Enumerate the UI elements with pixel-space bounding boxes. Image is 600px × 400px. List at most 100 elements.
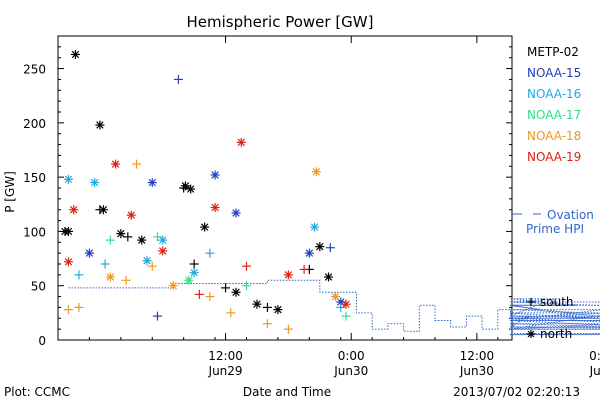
data-point-metp-02-north [324,272,334,282]
data-point-noaa-17-south [242,281,251,291]
ovation-line [68,279,600,336]
legend-item-noaa-16: NOAA-16 [527,87,581,101]
data-point-noaa-19-south [242,261,251,271]
x-tick-date-label: Jun30 [459,364,494,378]
data-point-metp-02-south [262,302,272,312]
data-point-metp-02-north [116,229,126,239]
satellite-points [60,49,351,334]
data-point-noaa-19-north [69,205,79,215]
x-tick-label: 12:00 [208,349,243,363]
data-point-noaa-19-south [299,264,309,274]
data-point-noaa-18-south [63,305,73,315]
data-point-metp-02-north [273,305,283,315]
data-point-noaa-19-north [236,137,246,147]
symbol-legend-south [527,298,535,306]
data-point-noaa-15-north [84,248,94,258]
data-point-noaa-19-north [111,159,121,169]
data-point-noaa-15-north [210,170,220,180]
data-point-noaa-18-south [121,275,131,285]
data-point-noaa-15-north [304,248,314,258]
data-point-metp-02-north [95,120,105,130]
legend-item-noaa-19: NOAA-19 [527,150,581,164]
y-tick-label: 0 [38,334,46,348]
legend-item-noaa-17: NOAA-17 [527,108,581,122]
data-point-noaa-15-north [147,178,157,188]
y-tick-label: 50 [31,280,46,294]
chart-title: Hemispheric Power [GW] [187,13,374,31]
data-point-noaa-19-north [341,299,351,309]
data-point-noaa-18-south [283,324,293,334]
legend-item-noaa-15: NOAA-15 [527,66,581,80]
y-tick-label: 250 [23,63,46,77]
y-tick-label: 150 [23,171,46,185]
x-tick-date-label: Jul 1 [589,364,600,378]
data-point-metp-02-north [231,287,241,297]
y-tick-label: 200 [23,117,46,131]
ovation-series [68,279,600,336]
data-point-noaa-15-north [231,208,241,218]
data-point-metp-02-north [137,235,147,245]
x-tick-label: 0:00 [338,349,365,363]
data-point-metp-02-north [186,184,196,194]
data-point-metp-02-south [189,259,199,269]
data-point-noaa-18-north [168,281,178,291]
data-point-noaa-17-south [105,235,115,245]
x-axis-label: Date and Time [243,385,331,399]
data-point-noaa-18-south [147,261,157,271]
x-tick-date-label: Jun30 [333,364,368,378]
data-point-noaa-15-south [152,311,162,321]
footer-timestamp: 2013/07/02 02:20:13 [453,385,580,399]
data-point-noaa-16-north [90,178,100,188]
x-tick-label: 12:00 [460,349,495,363]
data-point-noaa-18-south [226,308,236,318]
data-point-noaa-15-south [325,243,335,253]
ovation-legend-label: Ovation [547,208,594,222]
data-point-metp-02-north [70,49,80,59]
data-point-metp-02-north [315,242,325,252]
data-point-noaa-19-north [126,210,136,220]
data-point-metp-02-south [95,205,105,215]
data-point-noaa-16-south [100,259,110,269]
data-point-noaa-19-north [63,257,73,267]
data-point-noaa-16-north [142,256,152,266]
y-axis-label: P [GW] [3,171,17,213]
data-point-noaa-18-south [205,292,215,302]
legend-item-noaa-18: NOAA-18 [527,129,581,143]
data-point-metp-02-north [63,226,73,236]
data-point-metp-02-north [252,299,262,309]
data-point-noaa-18-north [331,292,341,302]
data-point-noaa-19-north [283,270,293,280]
data-point-noaa-18-south [132,159,142,169]
data-point-noaa-16-north [158,235,168,245]
data-point-noaa-16-north [189,268,199,278]
data-point-noaa-19-north [210,203,220,213]
data-point-metp-02-north [200,222,210,232]
legend: METP-02 NOAA-15 NOAA-16 NOAA-17 NOAA-18 NOAA-… [512,45,594,341]
data-point-noaa-18-north [105,272,115,282]
legend-item-metp-02: METP-02 [527,45,579,59]
x-tick-label: 0:00 [589,349,600,363]
data-point-noaa-17-south [152,232,162,242]
data-point-noaa-17-south [341,311,351,321]
symbol-legend-north [527,330,535,338]
data-point-noaa-15-south [173,74,183,84]
data-point-noaa-16-north [310,222,320,232]
x-tick-date-label: Jun29 [208,364,243,378]
data-point-noaa-17-north [184,275,194,285]
data-point-noaa-18-north [311,167,321,177]
data-point-metp-02-south [123,232,133,242]
data-point-metp-02-south [221,283,231,293]
data-point-noaa-19-south [194,289,204,299]
data-point-noaa-18-south [74,302,84,312]
symbol-legend-label-north: north [540,327,572,341]
y-tick-label: 100 [23,225,46,239]
data-point-noaa-16-south [74,270,84,280]
data-point-noaa-16-north [63,174,73,184]
ovation-legend-label-2: Prime HPI [526,222,584,236]
symbol-legend-label-south: south [540,295,574,309]
data-point-noaa-19-north [158,246,168,256]
footer-plot-credit: Plot: CCMC [4,385,70,399]
data-point-metp-02-south [179,183,189,193]
